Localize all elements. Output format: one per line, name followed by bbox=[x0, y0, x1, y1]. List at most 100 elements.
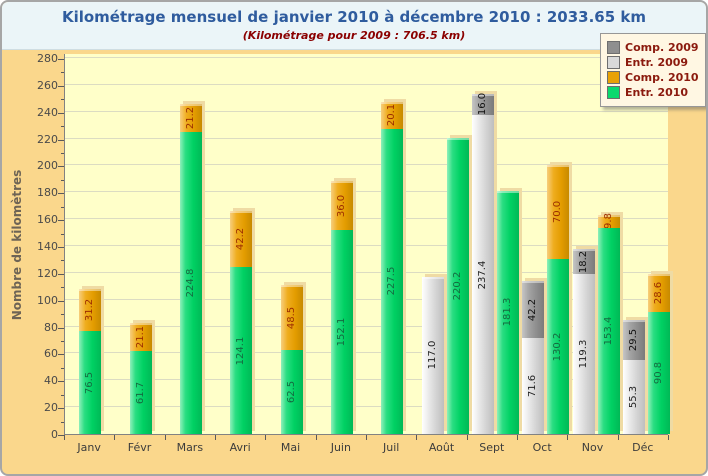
bar: 9.8 153.4 bbox=[597, 213, 620, 434]
month-label: Déc bbox=[632, 441, 654, 454]
y-minor-tick bbox=[61, 233, 64, 235]
bar-value-label: 71.6 bbox=[527, 374, 539, 398]
bar-segment-entr-2010: 90.8 bbox=[647, 312, 670, 434]
y-major-tick bbox=[58, 435, 64, 436]
gridline bbox=[65, 325, 668, 327]
x-axis-tick bbox=[265, 435, 267, 440]
y-minor-tick bbox=[61, 153, 64, 154]
legend-label: Comp. 2009 bbox=[625, 41, 699, 54]
bar-value-label: 36.0 bbox=[335, 194, 347, 217]
x-axis-tick bbox=[315, 435, 317, 440]
bar: 117.0 bbox=[421, 276, 444, 434]
gridline bbox=[65, 245, 668, 246]
bar: 31.2 76.5 bbox=[79, 289, 102, 434]
y-major-tick bbox=[58, 354, 64, 356]
bar-value-label: 42.2 bbox=[527, 298, 539, 321]
bar-value-label: 21.1 bbox=[134, 325, 146, 349]
bar-value-label: 119.3 bbox=[577, 339, 589, 369]
bar: 42.2 124.1 bbox=[230, 210, 253, 434]
bar-segment-entr-2010: 124.1 bbox=[230, 267, 253, 434]
gridline bbox=[65, 110, 668, 112]
y-tick-label: 200 bbox=[37, 159, 58, 173]
y-tick-label: 120 bbox=[37, 266, 58, 280]
gridline bbox=[65, 298, 668, 300]
bar-value-label: 76.5 bbox=[84, 371, 96, 394]
bar-segment-comp-2010: 42.2 bbox=[230, 210, 253, 268]
y-minor-tick bbox=[61, 126, 64, 128]
gridline bbox=[65, 164, 668, 166]
x-axis-tick bbox=[215, 435, 216, 440]
bar: 48.5 62.5 bbox=[280, 284, 303, 434]
bar-segment-entr-2010: 76.5 bbox=[79, 331, 102, 434]
y-tick-label: 260 bbox=[37, 78, 58, 92]
bar-value-label: 152.1 bbox=[335, 317, 347, 347]
y-tick-label: 240 bbox=[37, 105, 58, 119]
y-minor-tick bbox=[61, 421, 64, 423]
bar-value-label: 20.1 bbox=[386, 103, 398, 127]
y-major-tick bbox=[58, 247, 64, 248]
bar-value-label: 18.2 bbox=[577, 250, 589, 273]
x-axis-tick bbox=[366, 435, 367, 440]
y-major-tick bbox=[58, 300, 64, 302]
month-label: Août bbox=[428, 441, 455, 454]
y-minor-tick bbox=[61, 367, 64, 369]
y-minor-tick bbox=[61, 260, 64, 262]
bar-segment-comp-2010: 28.6 bbox=[647, 273, 670, 313]
x-axis-tick bbox=[164, 435, 166, 440]
y-major-tick bbox=[58, 273, 64, 275]
month-label: Janv bbox=[77, 441, 101, 454]
y-major-tick bbox=[58, 166, 64, 168]
bar-value-label: 21.2 bbox=[184, 106, 196, 130]
bar: 36.0 152.1 bbox=[330, 181, 353, 434]
bar-segment-comp-2010: 9.8 bbox=[597, 213, 620, 229]
y-major-tick bbox=[58, 220, 64, 222]
legend-item: Entr. 2009 bbox=[607, 56, 699, 69]
bar-segment-entr-2009: 119.3 bbox=[572, 273, 595, 434]
legend-swatch-entr-2010 bbox=[607, 86, 620, 99]
bar-value-label: 90.8 bbox=[652, 361, 664, 385]
y-major-tick bbox=[58, 327, 64, 329]
bar-segment-entr-2010: 181.3 bbox=[496, 190, 519, 434]
bar: 21.1 61.7 bbox=[129, 322, 152, 434]
bar-value-label: 16.0 bbox=[476, 93, 488, 116]
bar: 16.0 237.4 bbox=[471, 93, 494, 434]
bar-value-label: 130.2 bbox=[552, 332, 564, 361]
month-label: Avri bbox=[229, 441, 251, 454]
bar: 18.2 119.3 bbox=[572, 249, 595, 434]
bar-value-label: 28.6 bbox=[652, 281, 664, 304]
y-tick-label: 40 bbox=[44, 374, 58, 388]
bar-segment-entr-2010: 61.7 bbox=[129, 351, 152, 434]
bar-segment-comp-2009: 18.2 bbox=[572, 249, 595, 274]
bar-value-label: 29.5 bbox=[627, 328, 639, 352]
bar-value-label: 117.0 bbox=[426, 341, 438, 370]
legend-label: Comp. 2010 bbox=[625, 71, 699, 84]
bar: 181.3 bbox=[496, 190, 519, 434]
gridline bbox=[65, 379, 668, 381]
bar-value-label: 55.3 bbox=[627, 385, 639, 409]
bar-value-label: 237.4 bbox=[476, 260, 488, 289]
x-axis-tick bbox=[114, 435, 116, 440]
legend-swatch-comp-2010 bbox=[607, 71, 620, 84]
gridline bbox=[65, 57, 668, 58]
bar-segment-entr-2009: 117.0 bbox=[421, 276, 444, 434]
bar-segment-comp-2009: 16.0 bbox=[471, 93, 494, 116]
bar-segment-comp-2010: 36.0 bbox=[330, 181, 353, 230]
bar-value-label: 62.5 bbox=[285, 380, 297, 404]
bar-segment-entr-2009: 71.6 bbox=[522, 337, 545, 434]
bar-segment-entr-2009: 55.3 bbox=[622, 359, 645, 434]
month-label: Juil bbox=[382, 441, 400, 454]
bar-segment-comp-2010: 31.2 bbox=[79, 289, 102, 332]
y-minor-tick bbox=[61, 206, 64, 208]
bar: 29.5 55.3 bbox=[622, 320, 645, 434]
y-tick-label: 20 bbox=[44, 401, 58, 415]
x-axis-tick bbox=[617, 435, 619, 440]
y-minor-tick bbox=[61, 287, 64, 289]
bar-value-label: 48.5 bbox=[285, 306, 297, 329]
y-minor-tick bbox=[61, 99, 64, 101]
chart-subtitle: (Kilométrage pour 2009 : 706.5 km) bbox=[242, 29, 466, 42]
month-label: Oct bbox=[532, 441, 552, 454]
bar-value-label: 227.5 bbox=[386, 266, 398, 296]
bar-segment-entr-2010: 152.1 bbox=[330, 229, 353, 434]
bar-segment-entr-2010: 224.8 bbox=[179, 132, 202, 434]
